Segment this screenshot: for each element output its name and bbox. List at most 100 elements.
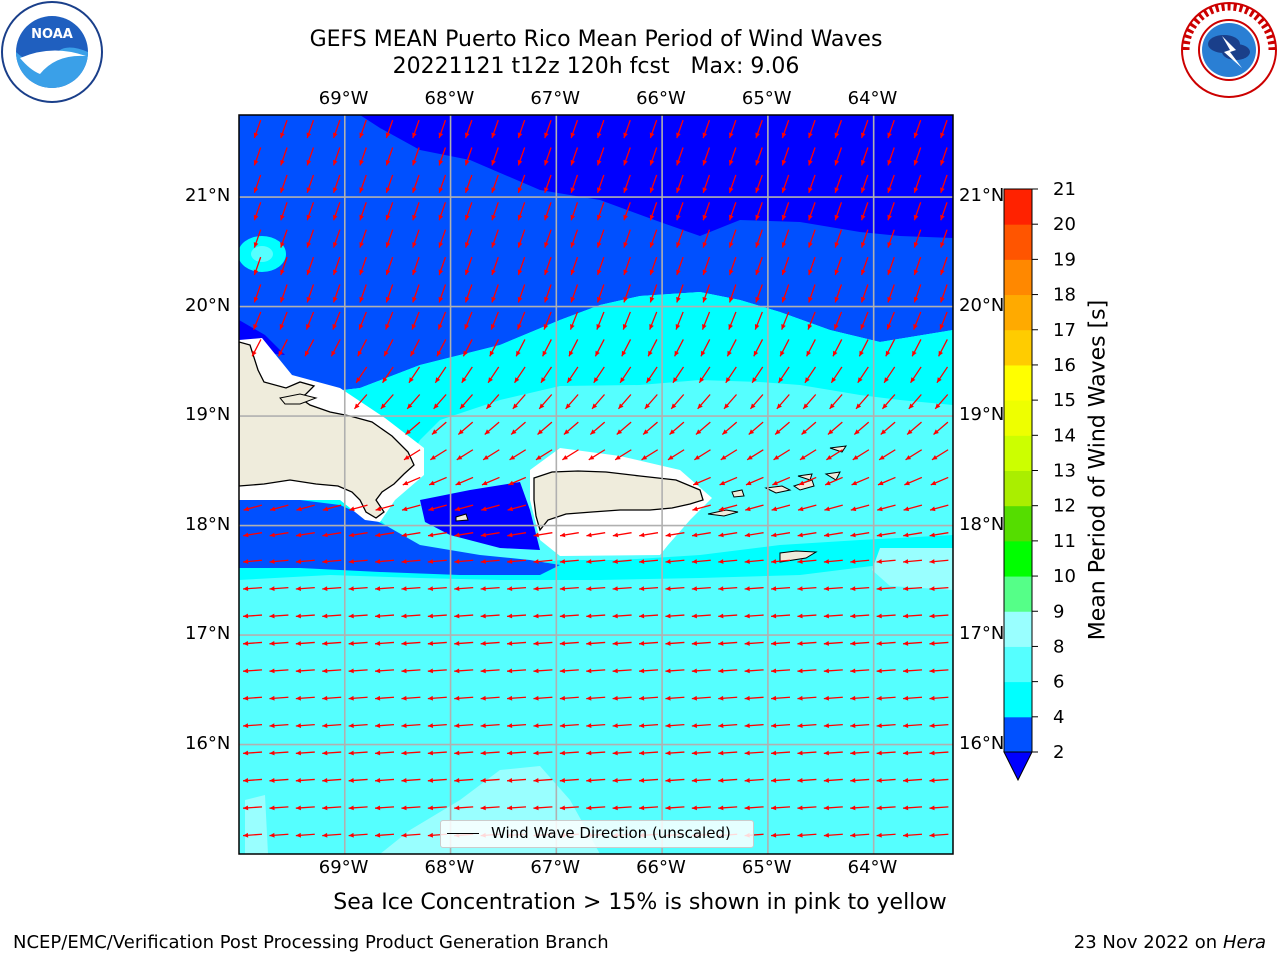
wave-direction-arrow: [596, 147, 605, 166]
chart-title: GEFS MEAN Puerto Rico Mean Period of Win…: [309, 27, 883, 52]
wave-direction-arrow: [464, 202, 473, 221]
wave-direction-arrow: [427, 750, 447, 756]
wave-direction-arrow: [374, 723, 395, 729]
wave-direction-arrow: [804, 366, 817, 384]
wave-direction-arrow: [322, 723, 342, 729]
wave-direction-arrow: [533, 641, 553, 646]
wave-direction-arrow: [728, 119, 737, 139]
wave-direction-arrow: [544, 119, 552, 139]
wave-direction-arrow: [405, 421, 421, 435]
wave-direction-arrow: [902, 750, 923, 756]
wave-direction-arrow: [902, 832, 923, 838]
wave-direction-arrow: [482, 449, 500, 461]
wave-direction-arrow: [676, 256, 684, 276]
wave-direction-arrow: [412, 256, 420, 276]
wave-direction-arrow: [797, 504, 817, 512]
wave-direction-arrow: [359, 284, 367, 303]
wave-direction-arrow: [243, 559, 263, 564]
wave-direction-arrow: [586, 805, 606, 811]
wave-direction-arrow: [253, 202, 262, 221]
wave-direction-arrow: [374, 832, 395, 838]
wave-direction-arrow: [242, 723, 263, 729]
wave-direction-arrow: [438, 284, 447, 303]
wave-direction-arrow: [438, 202, 447, 221]
wave-direction-arrow: [691, 723, 711, 729]
wave-direction-arrow: [427, 668, 447, 674]
wave-direction-arrow: [253, 311, 262, 330]
wave-direction-arrow: [359, 119, 367, 139]
wave-direction-arrow: [754, 311, 763, 330]
map-legend: Wind Wave Direction (unscaled): [440, 820, 754, 848]
wave-direction-arrow: [480, 532, 500, 538]
latitude-label: 19°N: [185, 404, 231, 426]
wave-direction-arrow: [644, 394, 658, 410]
wave-direction-arrow: [887, 202, 895, 221]
latitude-label: 16°N: [185, 732, 231, 754]
wave-direction-arrow: [411, 311, 420, 330]
wave-direction-arrow: [670, 394, 685, 410]
wave-direction-arrow: [649, 202, 658, 221]
wave-direction-arrow: [454, 586, 474, 592]
wave-direction-arrow: [829, 394, 843, 410]
wave-direction-arrow: [860, 256, 869, 276]
wave-direction-arrow: [427, 695, 447, 701]
wave-direction-arrow: [748, 421, 764, 435]
wave-direction-arrow: [619, 366, 632, 384]
wave-direction-arrow: [330, 339, 341, 357]
wave-direction-arrow: [808, 202, 816, 221]
wave-direction-arrow: [744, 668, 764, 674]
wave-direction-arrow: [931, 449, 949, 461]
wave-direction-arrow: [295, 613, 315, 619]
wave-direction-arrow: [797, 641, 817, 646]
wave-direction-arrow: [295, 750, 315, 756]
wave-direction-arrow: [929, 778, 949, 783]
wave-direction-arrow: [431, 421, 447, 435]
wave-direction-arrow: [385, 229, 394, 248]
wave-direction-arrow: [691, 805, 711, 811]
wave-direction-arrow: [902, 641, 923, 646]
wave-direction-arrow: [877, 476, 896, 486]
wave-direction-arrow: [612, 695, 632, 701]
wave-direction-arrow: [359, 202, 367, 221]
wave-direction-arrow: [718, 778, 738, 783]
wave-direction-arrow: [491, 147, 499, 166]
wave-direction-arrow: [691, 668, 711, 674]
wave-direction-arrow: [322, 668, 342, 674]
wave-direction-arrow: [781, 284, 790, 303]
wave-direction-arrow: [304, 339, 315, 357]
wave-direction-arrow: [850, 668, 870, 674]
wave-direction-arrow: [781, 147, 790, 166]
wave-direction-arrow: [913, 256, 922, 276]
wave-direction-arrow: [533, 613, 553, 619]
wave-direction-arrow: [823, 532, 843, 538]
wave-direction-arrow: [586, 586, 606, 592]
wave-direction-arrow: [464, 147, 473, 166]
legend-line-swatch: [447, 833, 479, 835]
wave-direction-arrow: [348, 559, 368, 564]
wave-direction-arrow: [770, 750, 791, 756]
wave-direction-arrow: [851, 476, 870, 486]
wave-direction-arrow: [913, 147, 922, 166]
wave-direction-arrow: [834, 147, 843, 166]
wave-direction-arrow: [876, 641, 896, 646]
wave-direction-arrow: [665, 641, 685, 646]
wave-direction-arrow: [850, 695, 870, 701]
wave-direction-arrow: [612, 559, 632, 564]
wave-direction-arrow: [726, 339, 737, 357]
wave-direction-arrow: [823, 559, 843, 564]
wave-direction-arrow: [779, 339, 790, 357]
wave-direction-arrow: [459, 394, 474, 410]
wave-direction-arrow: [649, 147, 658, 166]
wave-direction-arrow: [480, 668, 500, 674]
wave-direction-arrow: [480, 778, 500, 783]
wave-direction-arrow: [718, 532, 738, 538]
wave-direction-arrow: [385, 147, 394, 166]
wave-direction-arrow: [903, 559, 923, 564]
wave-direction-arrow: [776, 394, 790, 410]
wave-direction-arrow: [701, 311, 711, 330]
wave-direction-arrow: [667, 449, 685, 461]
wave-direction-arrow: [596, 202, 605, 221]
wave-direction-arrow: [517, 284, 526, 303]
wave-direction-arrow: [770, 586, 791, 592]
